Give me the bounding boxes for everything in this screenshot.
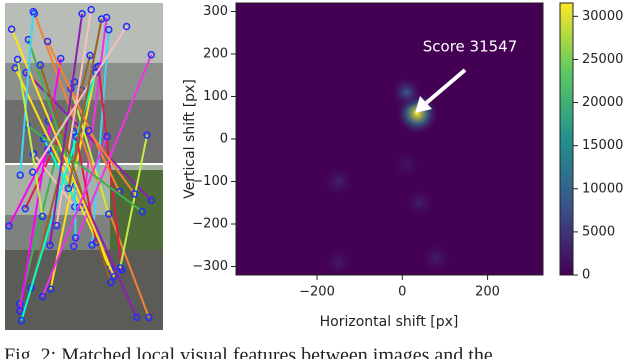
keypoint	[103, 132, 111, 141]
street-photos	[5, 3, 163, 330]
x-tick-label: −200	[299, 285, 335, 300]
keypoint	[110, 272, 118, 281]
colorbar-tick-label: 10000	[582, 181, 623, 196]
match-line	[18, 81, 76, 305]
keypoint	[16, 307, 24, 315]
keypoint	[21, 204, 30, 213]
keypoint	[97, 15, 106, 23]
match-line	[72, 131, 77, 238]
match-line	[18, 58, 62, 312]
heatmap-peak	[390, 148, 423, 181]
match-line	[26, 124, 144, 213]
keypoint	[17, 316, 26, 325]
y-tick-label: −200	[192, 217, 228, 232]
x-tick-label: 200	[475, 285, 500, 300]
keypoint	[105, 25, 113, 34]
keypoint	[78, 10, 86, 18]
match-line	[55, 9, 93, 226]
keypoint	[57, 54, 65, 63]
match-line	[31, 25, 128, 173]
keypoint	[64, 184, 73, 193]
feature-matches	[5, 5, 156, 325]
colorbar	[559, 2, 574, 276]
keypoint	[86, 51, 94, 60]
keypoint	[145, 313, 153, 322]
keypoint	[13, 55, 22, 64]
heatmap-peak	[403, 186, 436, 219]
keypoint	[5, 222, 13, 230]
keypoint	[46, 285, 55, 293]
heatmap-peak	[390, 76, 423, 109]
colorbar-tick-label: 25000	[582, 52, 623, 67]
keypoint	[84, 126, 93, 135]
keypoint	[87, 5, 95, 14]
match-line	[72, 54, 153, 247]
keypoint	[133, 313, 141, 322]
colorbar-tick-label: 5000	[582, 224, 615, 239]
keypoint	[71, 234, 80, 242]
keypoint	[16, 171, 25, 179]
keypoint	[116, 264, 124, 272]
keypoint	[29, 7, 38, 16]
keypoint	[40, 134, 48, 143]
keypoint	[147, 50, 156, 59]
keypoint	[38, 292, 47, 301]
colorbar-tick-label: 15000	[582, 138, 623, 153]
keypoint	[138, 207, 147, 216]
match-line	[81, 17, 108, 208]
heatmap-peak	[322, 246, 355, 275]
heatmap-background	[236, 3, 543, 275]
match-line	[87, 130, 136, 195]
match-line	[91, 29, 110, 246]
keypoint	[7, 25, 16, 33]
match-line	[97, 66, 123, 271]
y-tick-label: 200	[203, 47, 228, 62]
keypoint	[130, 190, 139, 198]
y-axis-label: Vertical shift [px]	[182, 79, 198, 199]
keypoint	[107, 278, 115, 287]
keypoint	[38, 212, 47, 221]
y-tick-label: 0	[220, 132, 228, 147]
match-line	[67, 18, 103, 189]
match-line	[42, 138, 80, 208]
keypoint	[44, 145, 52, 154]
heatmap-peak	[420, 242, 453, 274]
keypoint	[143, 131, 151, 139]
colorbar-tick-label: 0	[582, 268, 590, 283]
keypoint	[43, 37, 52, 46]
keypoint	[69, 242, 78, 251]
caption: Fig. 2: Matched local visual features be…	[4, 345, 493, 359]
match-line	[19, 11, 35, 176]
colorbar-tick-label: 20000	[582, 95, 623, 110]
match-line	[33, 13, 150, 318]
y-tick-label: 100	[203, 89, 228, 104]
annotation: Score 31547	[423, 38, 518, 56]
keypoint	[122, 22, 131, 31]
x-axis-label: Horizontal shift [px]	[320, 314, 459, 330]
keypoint	[28, 168, 37, 176]
match-line	[8, 149, 49, 227]
y-tick-label: −100	[192, 174, 228, 189]
keypoint	[36, 61, 45, 69]
match-line	[16, 59, 44, 217]
match-line	[41, 136, 108, 297]
match-line	[48, 13, 84, 246]
colorbar-tick-label: 30000	[582, 9, 623, 24]
annotation-arrowhead	[415, 96, 432, 113]
heatmap-peak	[322, 165, 355, 198]
y-tick-label: 300	[203, 4, 228, 19]
x-tick-label: 0	[398, 285, 406, 300]
keypoint	[147, 196, 156, 205]
keypoint	[46, 241, 54, 249]
y-tick-label: −300	[192, 259, 228, 274]
annotation-arrow	[423, 68, 467, 106]
match-line	[119, 134, 149, 269]
keypoint	[70, 78, 79, 86]
match-line	[39, 64, 112, 283]
keypoint	[105, 210, 113, 218]
keypoint	[118, 266, 126, 274]
